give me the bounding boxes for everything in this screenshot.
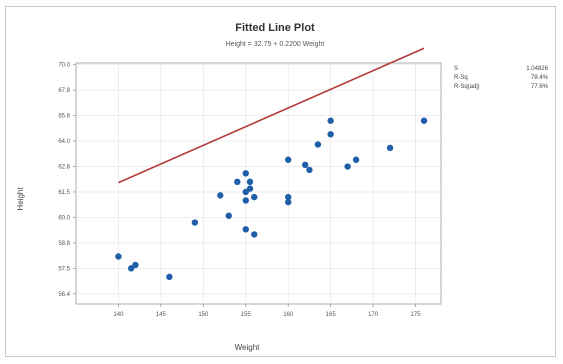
regression-stats: S 1.04826 R-Sq 78.4% R-Sq(adj) 77.6% — [454, 65, 548, 92]
y-tick-label: 67.8 — [58, 88, 70, 94]
stat-row: R-Sq(adj) 77.6% — [454, 83, 548, 92]
stat-value: 78.4% — [530, 75, 548, 81]
data-point — [242, 197, 249, 204]
stat-value: 77.6% — [530, 84, 548, 90]
y-tick-label: 70.0 — [58, 63, 70, 69]
data-point — [327, 117, 334, 124]
stat-row: R-Sq 78.4% — [454, 74, 548, 83]
data-point — [242, 226, 249, 233]
data-point — [132, 261, 139, 269]
data-point — [306, 166, 313, 174]
data-point — [251, 231, 258, 238]
y-axis-ticks: 56.4 57.5 58.8 60.0 61.5 62.8 64.0 65.8 67.8 70.0 — [58, 63, 76, 298]
y-tick-label: 62.8 — [58, 165, 70, 171]
y-tick-label: 61.5 — [58, 190, 70, 196]
data-point — [115, 253, 122, 260]
data-point — [344, 163, 351, 170]
data-point — [225, 212, 232, 219]
x-tick-label: 150 — [198, 312, 209, 318]
data-point — [285, 198, 292, 206]
x-axis-ticks: 140 145 150 155 160 165 170 175 — [113, 304, 421, 318]
data-point — [191, 219, 199, 226]
data-point — [420, 117, 428, 124]
y-tick-label: 58.8 — [58, 241, 70, 247]
x-tick-label: 155 — [241, 312, 252, 318]
y-axis-label: Height — [16, 187, 25, 211]
grid-lines — [76, 63, 441, 304]
chart-frame: Fitted Line Plot Height = 32.75 + 0.2200… — [5, 6, 556, 357]
x-axis-label: Weight — [235, 343, 261, 352]
data-point — [246, 178, 254, 186]
y-tick-label: 65.8 — [58, 114, 70, 120]
fitted-line-plot: Fitted Line Plot Height = 32.75 + 0.2200… — [16, 22, 442, 352]
chart-title: Fitted Line Plot — [235, 22, 315, 34]
data-point — [327, 131, 334, 138]
data-points — [115, 117, 428, 281]
x-tick-label: 175 — [411, 312, 422, 318]
x-tick-label: 160 — [283, 312, 294, 318]
stat-value: 1.04826 — [526, 66, 548, 72]
fit-line — [118, 47, 425, 184]
data-point — [251, 193, 258, 201]
data-point — [301, 161, 309, 169]
data-point — [314, 141, 322, 148]
x-tick-label: 170 — [368, 312, 379, 318]
data-point — [246, 185, 254, 192]
data-point — [242, 170, 249, 177]
y-tick-label: 64.0 — [58, 139, 70, 145]
data-point — [217, 192, 224, 199]
stat-row: S 1.04826 — [454, 65, 548, 74]
data-point — [386, 144, 394, 152]
data-point — [285, 193, 292, 201]
data-point — [352, 156, 360, 163]
y-tick-label: 57.5 — [58, 266, 70, 272]
data-point — [234, 178, 241, 186]
x-tick-label: 145 — [156, 312, 167, 318]
stat-label: R-Sq(adj) — [454, 84, 480, 90]
y-tick-label: 56.4 — [58, 292, 70, 298]
stat-label: R-Sq — [454, 75, 468, 81]
stat-label: S — [454, 66, 459, 72]
x-tick-label: 140 — [113, 312, 124, 318]
chart-subtitle: Height = 32.75 + 0.2200 Weight — [226, 41, 325, 48]
y-tick-label: 60.0 — [58, 215, 70, 221]
data-point — [285, 156, 292, 163]
x-tick-label: 165 — [326, 312, 337, 318]
data-point — [166, 273, 173, 281]
